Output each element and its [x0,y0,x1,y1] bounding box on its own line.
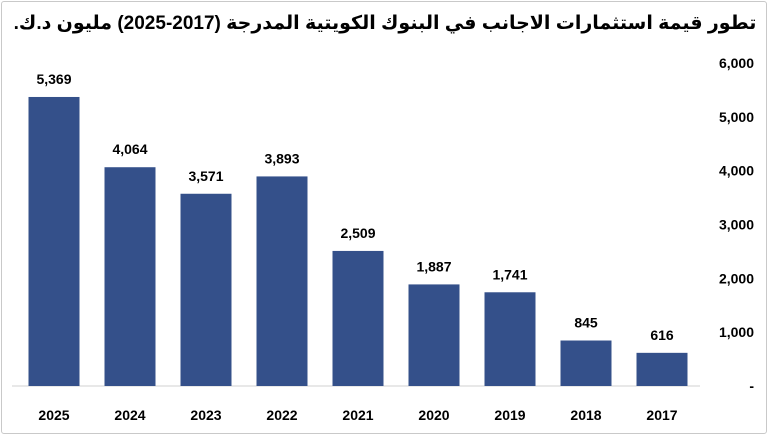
y-tick-label-4000: 4,000 [719,163,754,179]
x-tick-label-2020: 2020 [418,407,449,423]
bar-2025 [28,96,80,386]
bar-2019 [484,292,536,386]
data-label-2022: 3,893 [264,150,299,166]
y-tick-label-6000: 6,000 [719,55,754,71]
y-tick-label-2000: 2,000 [719,270,754,286]
y-tick-label-3000: 3,000 [719,217,754,233]
x-tick-label-2019: 2019 [494,407,525,423]
y-tick-label-0: - [749,378,754,394]
data-label-2017: 616 [650,327,674,343]
bar-2017 [636,352,688,386]
y-tick-label-1000: 1,000 [719,324,754,340]
bar-2021 [332,250,384,386]
data-label-2018: 845 [574,315,598,331]
x-tick-label-2023: 2023 [190,407,221,423]
chart-title: تطور قيمة استثمارات الاجانب في البنوك ال… [13,13,757,34]
x-tick-label-2021: 2021 [342,407,373,423]
bar-2020 [408,284,460,386]
bar-2023 [180,193,232,386]
x-tick-label-2022: 2022 [266,407,297,423]
data-label-2024: 4,064 [112,141,147,157]
bar-2022 [256,176,308,386]
data-label-2025: 5,369 [36,71,71,87]
bar-2018 [560,340,612,386]
y-tick-label-5000: 5,000 [719,109,754,125]
x-tick-label-2017: 2017 [646,407,677,423]
data-label-2021: 2,509 [340,225,375,241]
x-tick-label-2024: 2024 [114,407,145,423]
data-label-2020: 1,887 [416,258,451,274]
bar-2024 [104,167,156,386]
x-tick-label-2018: 2018 [570,407,601,423]
data-label-2023: 3,571 [188,168,223,184]
data-label-2019: 1,741 [492,266,527,282]
x-tick-label-2025: 2025 [38,407,69,423]
